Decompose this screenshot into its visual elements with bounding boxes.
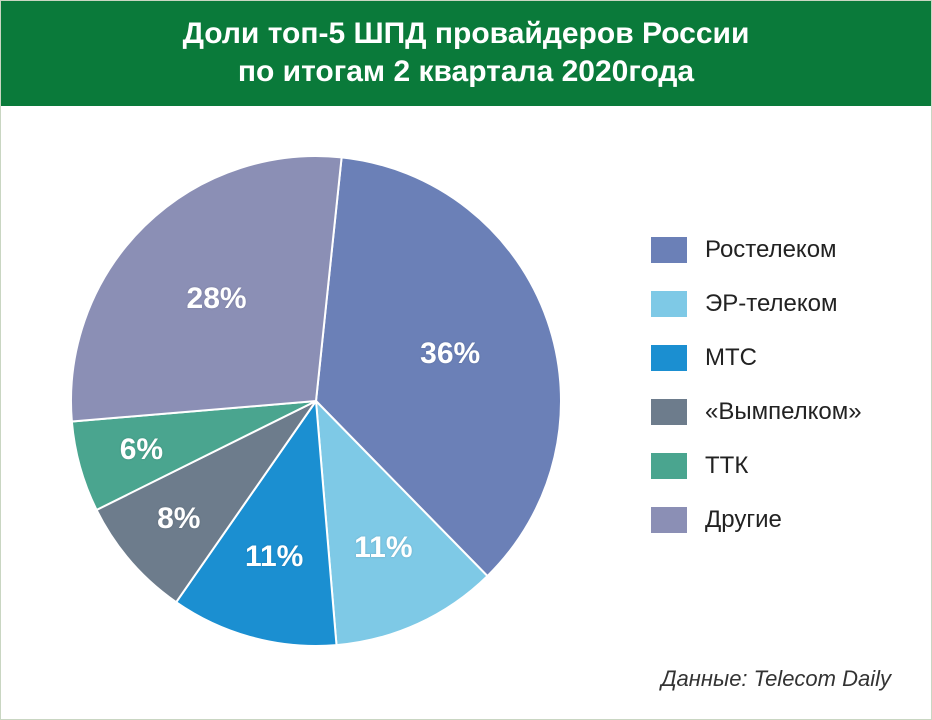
chart-body: 36% 11% 11% 8% 6% 28% Ростелеком ЭР-телеком МТС… (1, 106, 931, 720)
legend-label: ЭР-телеком (705, 290, 838, 318)
title-line-2: по итогам 2 квартала 2020года (11, 53, 921, 91)
legend-swatch (651, 237, 687, 263)
pie-slice-label: 11% (354, 531, 412, 565)
pie-slice-label: 8% (157, 502, 200, 536)
legend-item: Другие (651, 506, 891, 534)
pie-chart: 36% 11% 11% 8% 6% 28% (61, 146, 571, 656)
pie-slice-label: 36% (420, 337, 480, 371)
legend-item: ТТК (651, 452, 891, 480)
legend: Ростелеком ЭР-телеком МТС «Вымпелком» ТТК Дру… (651, 236, 891, 560)
title-line-1: Доли топ-5 ШПД провайдеров России (11, 15, 921, 53)
pie-slice-label: 28% (187, 282, 247, 316)
legend-swatch (651, 399, 687, 425)
legend-label: «Вымпелком» (705, 398, 862, 426)
legend-label: Другие (705, 506, 782, 534)
pie-slice-label: 11% (245, 540, 303, 574)
chart-container: Доли топ-5 ШПД провайдеров России по ито… (0, 0, 932, 720)
legend-item: «Вымпелком» (651, 398, 891, 426)
legend-item: ЭР-телеком (651, 290, 891, 318)
legend-item: МТС (651, 344, 891, 372)
legend-swatch (651, 291, 687, 317)
legend-label: МТС (705, 344, 757, 372)
legend-label: ТТК (705, 452, 748, 480)
pie-slice-label: 6% (120, 433, 163, 467)
pie-svg (61, 146, 571, 656)
legend-swatch (651, 345, 687, 371)
legend-swatch (651, 507, 687, 533)
legend-label: Ростелеком (705, 236, 837, 264)
source-attribution: Данные: Telecom Daily (661, 666, 891, 692)
legend-swatch (651, 453, 687, 479)
chart-title: Доли топ-5 ШПД провайдеров России по ито… (1, 1, 931, 106)
legend-item: Ростелеком (651, 236, 891, 264)
